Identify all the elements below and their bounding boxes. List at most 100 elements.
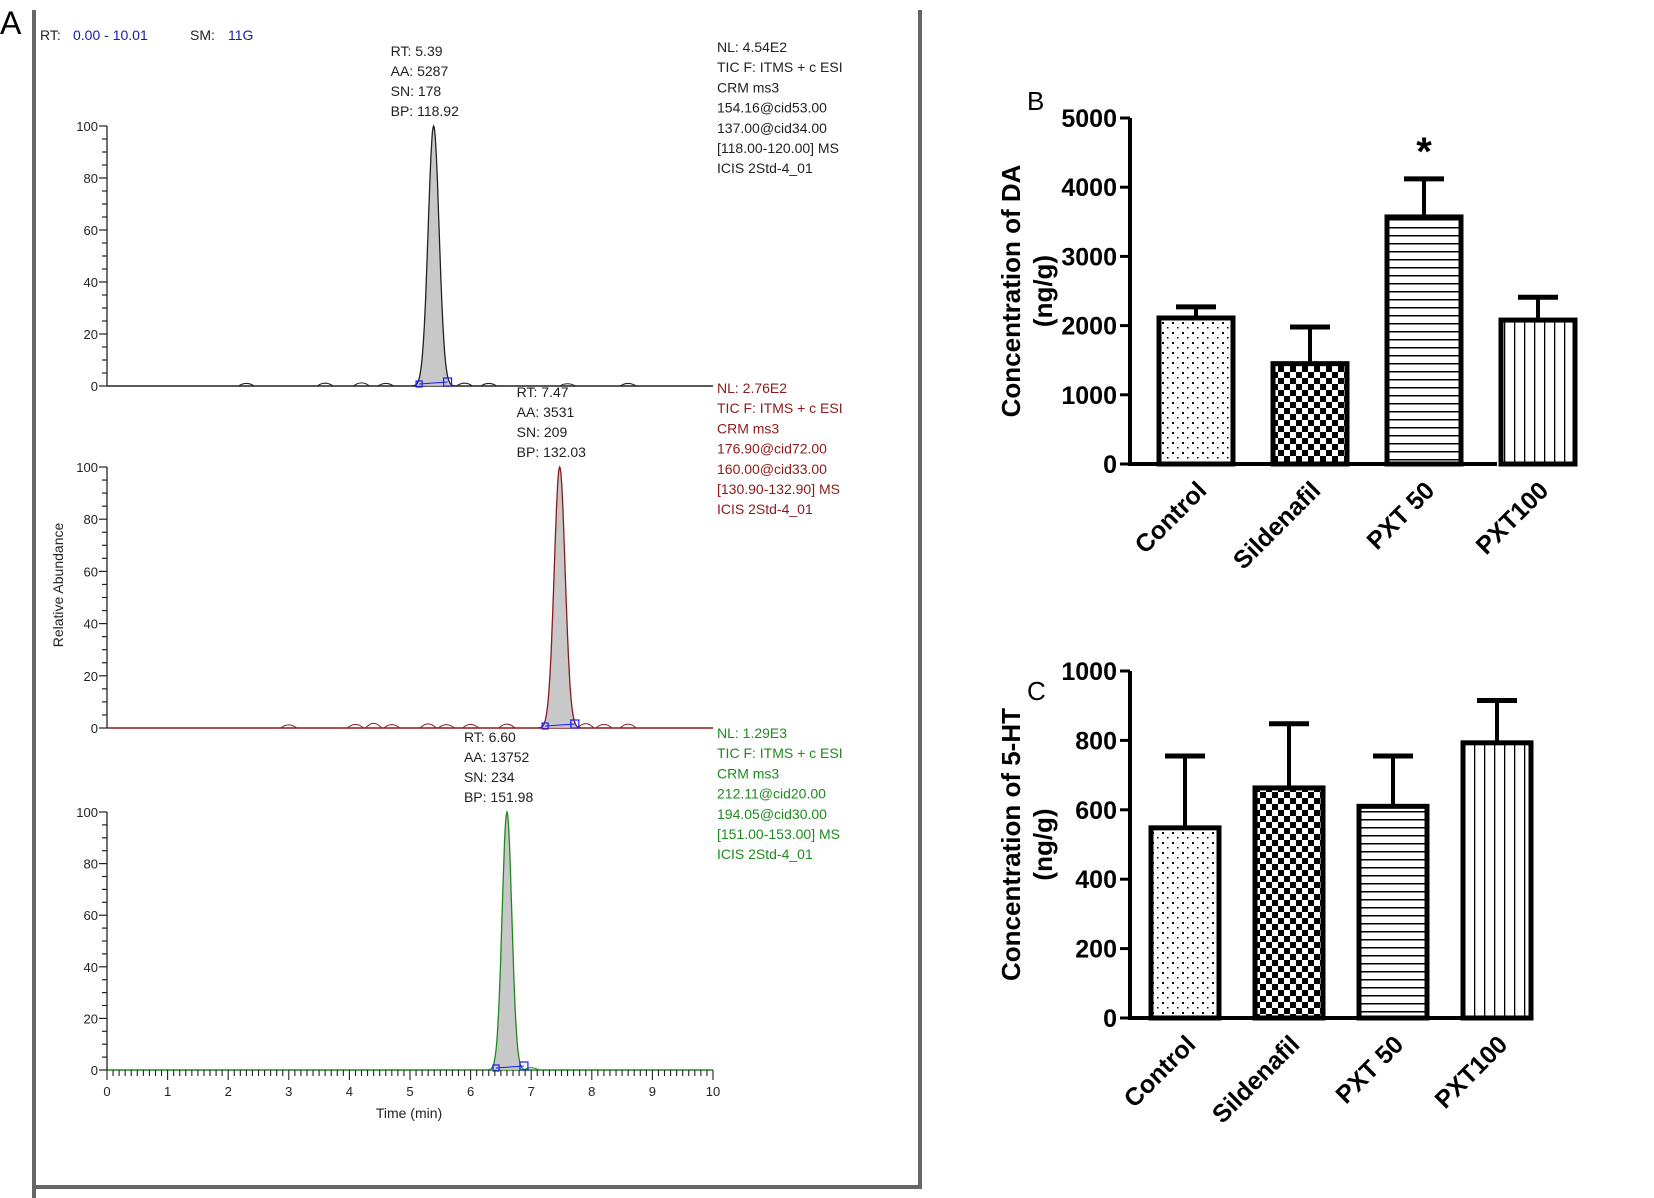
x-tick-label: PXT 50 xyxy=(1361,476,1440,555)
chromatogram-trace-2: 0 20 40 60 80 100 RT: 7.47 AA: 3531 SN: 209 BP: 1… xyxy=(76,380,842,736)
frame-bottom-border xyxy=(32,1185,922,1189)
y-axis-label-line1: Concentration of 5-HT xyxy=(996,708,1026,981)
trace-info-line: NL: 1.29E3 xyxy=(717,725,787,741)
header-rt-range: 0.00 - 10.01 xyxy=(73,27,148,43)
peak-baseline-line xyxy=(419,381,448,385)
y-tick-label: 40 xyxy=(84,617,98,632)
noise-bump xyxy=(619,382,637,387)
trace-info-line: 160.00@cid33.00 xyxy=(717,461,827,477)
peak-area xyxy=(537,467,581,728)
y-tick-label: 1000 xyxy=(1061,658,1117,686)
y-tick-label: 100 xyxy=(76,119,98,134)
y-tick-label: 200 xyxy=(1075,936,1117,964)
trace-info-line: CRM ms3 xyxy=(717,420,779,436)
y-tick-label: 80 xyxy=(84,857,98,872)
x-tick-label: 1 xyxy=(164,1084,171,1099)
x-tick-label: 8 xyxy=(588,1084,595,1099)
trace-info-line: ICIS 2Std-4_01 xyxy=(717,846,813,862)
panel-label-c: C xyxy=(1027,676,1046,706)
panel-label-b: B xyxy=(1027,86,1044,116)
bar-control xyxy=(1156,315,1236,467)
y-axis-label-line2: (ng/g) xyxy=(1028,808,1058,880)
x-tick-label: Control xyxy=(1130,476,1213,559)
trace-info-line: 137.00@cid34.00 xyxy=(717,120,827,136)
peak-start-marker xyxy=(492,1064,500,1072)
noise-bump xyxy=(353,382,370,387)
noise-bump xyxy=(377,382,395,387)
header-sm-value: 11G xyxy=(228,27,253,43)
x-tick-label: 4 xyxy=(346,1084,353,1099)
y-tick-label: 60 xyxy=(84,564,98,579)
peak-label-line: RT: 7.47 xyxy=(517,384,569,400)
peak-label-line: AA: 13752 xyxy=(464,749,530,765)
chromatogram-trace-1: 0 20 40 60 80 100 RT: 5.39 AA: 5287 SN: 178 BP: 1… xyxy=(76,39,842,394)
x-tick-label: 2 xyxy=(225,1084,232,1099)
trace-info-line: NL: 2.76E2 xyxy=(717,380,787,396)
bar-control xyxy=(1148,825,1222,1021)
trace-info-line: 194.05@cid30.00 xyxy=(717,806,827,822)
bar-pxt100 xyxy=(1460,740,1534,1021)
panel-b: B 0 1000 2000 3000 4000 5000 Concentration of … xyxy=(996,86,1578,575)
y-tick-label: 400 xyxy=(1075,866,1117,894)
noise-bump xyxy=(347,723,364,729)
trace-info-line: 212.11@cid20.00 xyxy=(717,786,826,802)
peak-start-marker xyxy=(415,380,423,388)
bar-pxt100 xyxy=(1498,317,1578,467)
peak-start-marker xyxy=(541,722,549,730)
peak-label-line: BP: 118.92 xyxy=(391,103,459,119)
peak-line xyxy=(411,124,456,387)
y-tick-label: 5000 xyxy=(1061,105,1117,133)
y-tick-label: 0 xyxy=(91,721,98,736)
noise-bump xyxy=(383,724,401,729)
y-axis-label-relative-abundance: Relative Abundance xyxy=(50,523,66,648)
peak-label-line: SN: 234 xyxy=(464,769,515,785)
y-tick-label: 600 xyxy=(1075,797,1117,825)
trace-info-line: [118.00-120.00] MS xyxy=(717,140,839,156)
trace-info-line: TIC F: ITMS + c ESI xyxy=(717,59,843,75)
peak-baseline-line xyxy=(496,1065,524,1069)
noise-bump xyxy=(238,382,255,387)
peak-label-line: RT: 6.60 xyxy=(464,729,516,745)
y-tick-label: 40 xyxy=(84,275,98,290)
noise-bump xyxy=(280,724,298,729)
y-tick-label: 80 xyxy=(84,512,98,527)
noise-bump xyxy=(619,723,637,729)
header-rt-label: RT: xyxy=(40,27,61,43)
noise-bump xyxy=(316,382,334,387)
x-tick-label: 0 xyxy=(103,1084,110,1099)
noise-bump xyxy=(365,722,383,729)
y-axis-label-line1: Concentration of DA xyxy=(996,164,1026,417)
header-sm-label: SM: xyxy=(190,27,215,43)
chromatogram-header: RT: 0.00 - 10.01 SM: 11G xyxy=(40,27,253,43)
y-tick-label: 20 xyxy=(84,327,98,342)
peak-label-line: SN: 209 xyxy=(517,424,568,440)
x-tick-label: Sildenafil xyxy=(1228,476,1326,574)
significance-marker: * xyxy=(1416,130,1432,174)
bar-pxt-50 xyxy=(1356,803,1430,1021)
x-tick-label: 5 xyxy=(406,1084,413,1099)
x-tick-label: 9 xyxy=(649,1084,656,1099)
y-tick-label: 0 xyxy=(91,1063,98,1078)
y-tick-label: 100 xyxy=(76,460,98,475)
noise-bump xyxy=(595,723,613,729)
y-axis-label: Concentration of DA(ng/g) xyxy=(996,164,1058,417)
x-tick-label: 6 xyxy=(467,1084,474,1099)
noise-bump xyxy=(438,724,455,729)
y-axis-label-line2: (ng/g) xyxy=(1028,255,1058,327)
trace-info-line: TIC F: ITMS + c ESI xyxy=(717,400,843,416)
bar-chart-da: 0 1000 2000 3000 4000 5000 Concentration of DA… xyxy=(996,105,1578,575)
x-tick-label: PXT100 xyxy=(1471,476,1555,560)
trace-info-line: [130.90-132.90] MS xyxy=(717,481,840,497)
x-tick-label: PXT 50 xyxy=(1330,1030,1409,1109)
trace-info-line: CRM ms3 xyxy=(717,79,779,95)
x-tick-label: Sildenafil xyxy=(1207,1030,1305,1128)
peak-label-line: SN: 178 xyxy=(391,83,442,99)
trace-info-line: [151.00-153.00] MS xyxy=(717,826,840,842)
panel-a: A RT: 0.00 - 10.01 SM: 11G 020406080100R… xyxy=(0,5,922,1198)
peak-label-line: BP: 132.03 xyxy=(517,444,586,460)
peak-end-marker xyxy=(442,377,453,387)
frame-right-border xyxy=(918,10,922,1189)
